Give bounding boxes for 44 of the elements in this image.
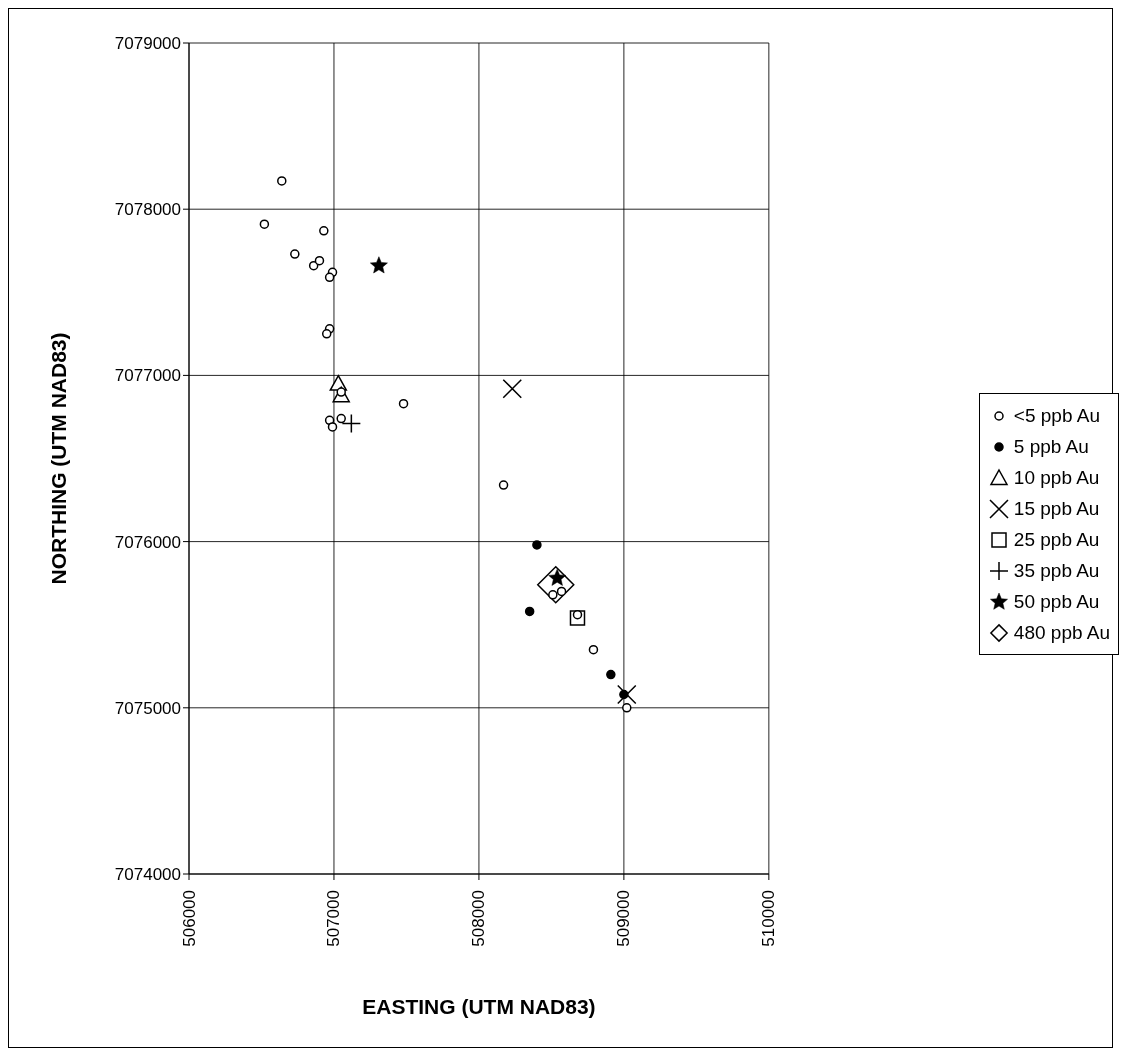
- point: [498, 480, 509, 490]
- point: [617, 684, 637, 705]
- point: [622, 703, 632, 713]
- y-tick-label: 7075000: [114, 698, 181, 718]
- point: [588, 644, 599, 655]
- legend-label: 35 ppb Au: [1013, 559, 1100, 582]
- point: [556, 586, 567, 597]
- y-axis-title: NORTHING (UTM NAD83): [47, 332, 71, 585]
- legend-label: <5 ppb Au: [1013, 404, 1100, 427]
- point: [606, 669, 616, 680]
- legend-label: 5 ppb Au: [1013, 435, 1089, 458]
- y-tick-label: 7078000: [114, 200, 181, 220]
- x-tick-label: 510000: [759, 890, 779, 947]
- point: [548, 590, 558, 600]
- point: [370, 256, 388, 274]
- y-tick-label: 7076000: [114, 532, 181, 552]
- point: [398, 398, 409, 409]
- point: [619, 689, 629, 700]
- point: [319, 226, 329, 236]
- point: [259, 219, 270, 229]
- x-tick-label: 506000: [179, 890, 199, 947]
- x-axis-title: EASTING (UTM NAD83): [362, 995, 596, 1018]
- legend-label: 15 ppb Au: [1013, 497, 1100, 520]
- legend-label: 10 ppb Au: [1013, 466, 1100, 489]
- point: [290, 249, 300, 259]
- point: [532, 540, 542, 550]
- y-tick-label: 7077000: [114, 366, 181, 386]
- point: [314, 255, 325, 266]
- point: [327, 422, 338, 432]
- legend-label: 50 ppb Au: [1013, 590, 1100, 613]
- point: [341, 413, 362, 434]
- legend-label: 480 ppb Au: [1013, 621, 1110, 644]
- y-tick-label: 7074000: [114, 865, 181, 885]
- point: [524, 606, 535, 617]
- legend-label: 25 ppb Au: [1013, 528, 1100, 551]
- y-tick-label: 7079000: [114, 34, 181, 54]
- point: [336, 413, 346, 424]
- point: [277, 176, 287, 186]
- x-tick-label: 508000: [469, 890, 489, 947]
- x-tick-label: 509000: [614, 890, 634, 947]
- point: [324, 272, 335, 283]
- point: [502, 378, 523, 399]
- x-tick-label: 507000: [324, 890, 344, 947]
- point: [321, 329, 332, 339]
